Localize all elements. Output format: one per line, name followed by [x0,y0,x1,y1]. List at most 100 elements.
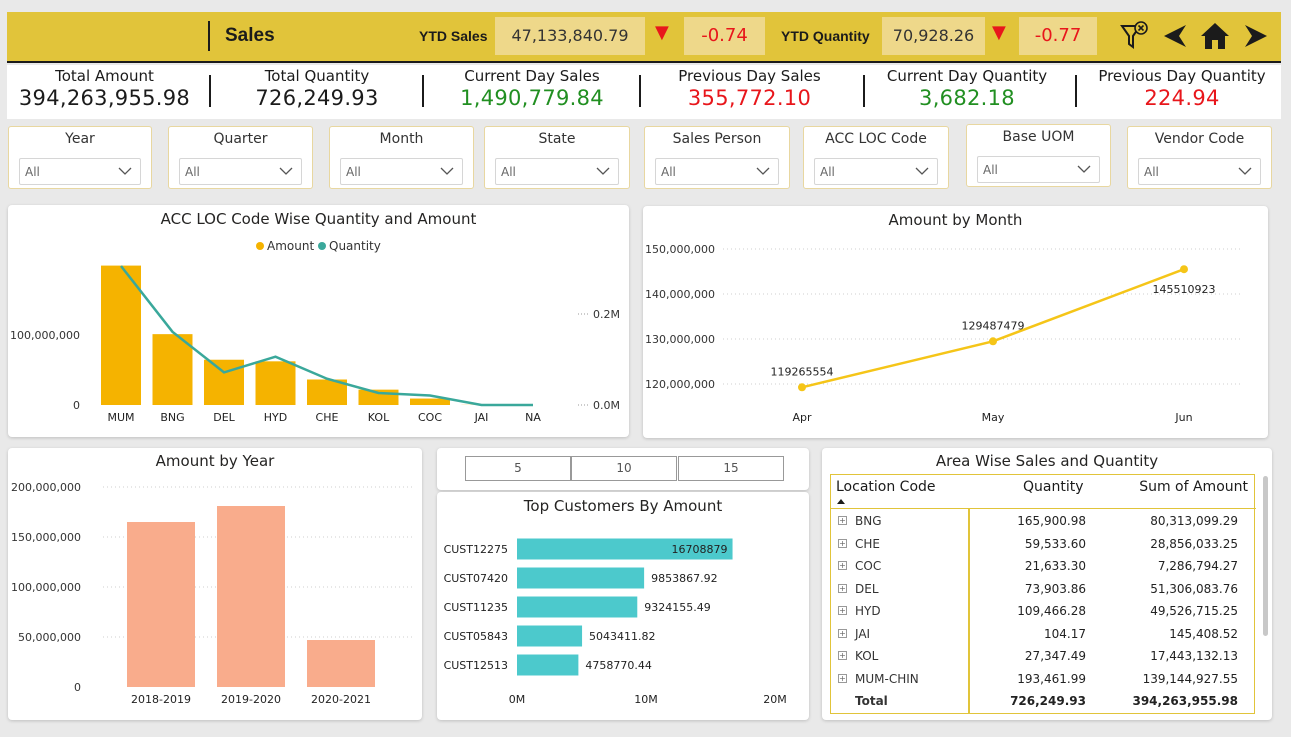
data-label: 9324155.49 [644,601,710,614]
slicer-vendor-code: Vendor Code All [1127,126,1272,189]
expand-icon[interactable]: + [838,516,847,525]
amount-bar [152,334,193,405]
chart-title: ACC LOC Code Wise Quantity and Amount [160,210,477,228]
y-axis-label: CUST07420 [444,572,508,585]
slicer-month: Month All [329,126,474,189]
expand-icon[interactable]: + [838,673,847,683]
x-axis-label: DEL [213,411,235,424]
ytd-sales-change: -0.74 [684,17,765,55]
kpi-previous-day-quantity: Previous Day Quantity 224.94 [1089,67,1275,110]
slicer-dropdown[interactable]: All [1138,158,1261,185]
expand-icon[interactable]: + [838,538,847,548]
table-header-divider [831,508,1256,509]
chevron-down-icon [279,167,293,175]
expand-icon[interactable]: + [838,651,847,660]
chart-title: Amount by Month [888,211,1023,229]
amount-bar [410,398,450,405]
chevron-down-icon [596,167,610,175]
legend-amount-label: Amount [267,239,314,253]
expand-icon[interactable]: + [838,606,847,615]
chevron-down-icon [1238,167,1252,175]
left-axis-tick: 0 [73,399,80,412]
location-code-cell: KOL [855,649,879,663]
amount-cell: 139,144,927.55 [1142,671,1238,686]
location-code-cell: MUM-CHIN [855,671,919,686]
data-point [1180,265,1188,274]
quantity-cell: 165,900.98 [1017,514,1086,528]
x-axis-label: NA [525,411,541,424]
kpi-separator [639,75,641,107]
year-bar [217,506,285,687]
x-axis-label: 2019-2020 [221,693,281,706]
kpi-value: 355,772.10 [687,86,812,110]
slicer-dropdown[interactable]: All [340,158,463,185]
slicer-dropdown[interactable]: All [655,158,779,185]
x-axis-tick: 0M [509,693,526,706]
customer-bar [517,596,638,618]
slicer-value: All [661,165,676,179]
slicer-dropdown[interactable]: All [179,158,302,185]
location-code-cell: JAI [855,626,871,641]
slicer-base-uom: Base UOM All [966,124,1111,187]
kpi-label: Previous Day Sales [678,67,821,85]
area-wise-table: Location Code Quantity Sum of Amount + BN… [830,474,1256,714]
home-icon[interactable] [1198,20,1232,52]
slicer-value: All [983,163,998,177]
amount-cell: 145,408.52 [1169,626,1238,641]
column-header-quantity[interactable]: Quantity [1023,479,1084,495]
expand-icon[interactable]: + [838,628,847,638]
page-size-10-button[interactable]: 10 [571,456,677,481]
table-column-divider [968,509,970,714]
ytd-quantity-change: -0.77 [1019,17,1097,55]
kpi-separator [863,75,865,107]
kpi-value: 394,263,955.98 [18,86,191,110]
page-size-15-button[interactable]: 15 [678,456,784,481]
chevron-down-icon [756,167,770,175]
amount-cell: 80,313,099.29 [1150,514,1238,528]
slicer-sales-person: Sales Person All [644,126,790,189]
kpi-separator [1075,75,1077,107]
amount-cell: 49,526,715.25 [1150,604,1238,618]
column-header-sum-of-amount[interactable]: Sum of Amount [1139,479,1248,495]
top-customers-bar-chart: CUST12275 16708879 CUST07420 9853867.92 CUST… [444,538,787,706]
kpi-previous-day-sales: Previous Day Sales 355,772.10 [662,67,837,110]
y-axis-label: CUST11235 [444,601,508,614]
legend-quantity-swatch [318,242,326,250]
header-divider [208,21,210,51]
amount-by-year-bar-chart: 0 50,000,000 100,000,000 150,000,000 200,000… [11,481,413,706]
slicer-dropdown[interactable]: All [814,158,938,185]
y-axis-label: CUST12513 [444,659,508,672]
table-row: + MUM-CHIN 193,461.99 139,144,927.55 [831,671,1256,693]
table-row: + KOL 27,347.49 17,443,132.13 [831,648,1256,670]
y-axis-tick: 120,000,000 [645,378,715,391]
data-label: 4758770.44 [585,659,651,672]
y-axis-tick: 150,000,000 [645,243,715,256]
slicer-value: All [820,165,835,179]
kpi-label: Total Quantity [264,67,370,85]
table-row: + HYD 109,466.28 49,526,715.25 [831,603,1256,625]
expand-icon[interactable]: + [838,583,847,593]
column-header-location-code[interactable]: Location Code [836,479,936,495]
back-arrow-icon[interactable] [1160,20,1192,52]
forward-arrow-icon[interactable] [1239,20,1271,52]
kpi-value: 224.94 [1144,86,1220,110]
data-point [798,383,806,392]
amount-bar [204,359,244,405]
location-code-cell: BNG [855,514,882,528]
chevron-down-icon [915,167,929,175]
slicer-value: All [185,165,200,179]
amount-cell: 28,856,033.25 [1150,536,1238,551]
clear-filter-icon[interactable] [1119,20,1149,52]
y-axis-tick: 100,000,000 [11,581,81,594]
slicer-dropdown[interactable]: All [495,158,619,185]
data-label: 129487479 [962,319,1025,332]
x-axis-label: KOL [368,411,390,424]
expand-icon[interactable]: + [838,561,847,570]
slicer-dropdown[interactable]: All [19,158,141,185]
amount-by-month-card: Amount by Month 120,000,000 130,000,000 14… [643,206,1268,438]
slicer-dropdown[interactable]: All [977,156,1100,183]
kpi-label: Current Day Quantity [886,67,1048,85]
table-scrollbar[interactable] [1263,476,1268,636]
page-size-5-button[interactable]: 5 [465,456,571,481]
amount-bar [307,379,347,405]
